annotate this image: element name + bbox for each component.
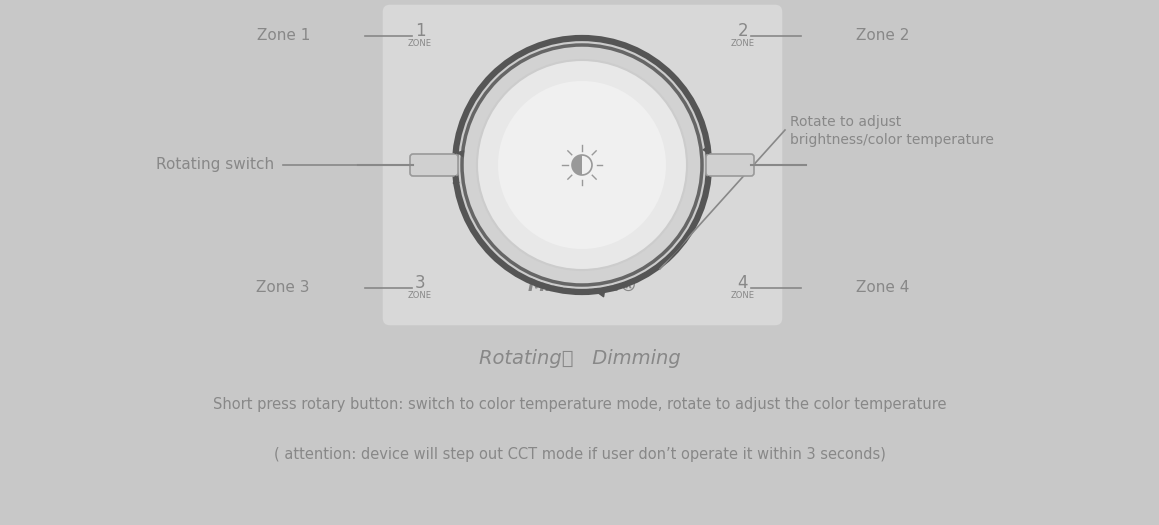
Text: 4: 4 xyxy=(738,274,749,292)
FancyBboxPatch shape xyxy=(706,154,755,176)
Text: Zone 2: Zone 2 xyxy=(857,28,910,44)
Text: brightness/color temperature: brightness/color temperature xyxy=(790,133,994,147)
Text: Rotating：   Dimming: Rotating： Dimming xyxy=(479,349,680,368)
Text: MiBOXER®: MiBOXER® xyxy=(527,277,637,295)
Text: ZONE: ZONE xyxy=(408,290,432,299)
Text: Short press rotary button: switch to color temperature mode, rotate to adjust th: Short press rotary button: switch to col… xyxy=(213,397,946,413)
Wedge shape xyxy=(573,155,582,175)
Text: Rotating switch: Rotating switch xyxy=(156,158,274,173)
Circle shape xyxy=(498,81,666,249)
Text: Zone 4: Zone 4 xyxy=(857,280,910,296)
FancyBboxPatch shape xyxy=(410,154,458,176)
Text: Zone 3: Zone 3 xyxy=(256,280,309,296)
Circle shape xyxy=(462,45,702,285)
Text: ZONE: ZONE xyxy=(408,38,432,47)
FancyBboxPatch shape xyxy=(382,4,783,326)
Circle shape xyxy=(478,60,687,270)
Text: 1: 1 xyxy=(415,22,425,40)
Text: ZONE: ZONE xyxy=(731,38,755,47)
Circle shape xyxy=(458,41,706,289)
Text: 3: 3 xyxy=(415,274,425,292)
Text: ZONE: ZONE xyxy=(731,290,755,299)
Text: Rotate to adjust: Rotate to adjust xyxy=(790,115,902,129)
Text: ( attention: device will step out CCT mode if user don’t operate it within 3 sec: ( attention: device will step out CCT mo… xyxy=(274,447,885,463)
Text: 2: 2 xyxy=(737,22,749,40)
Text: Zone 1: Zone 1 xyxy=(256,28,309,44)
